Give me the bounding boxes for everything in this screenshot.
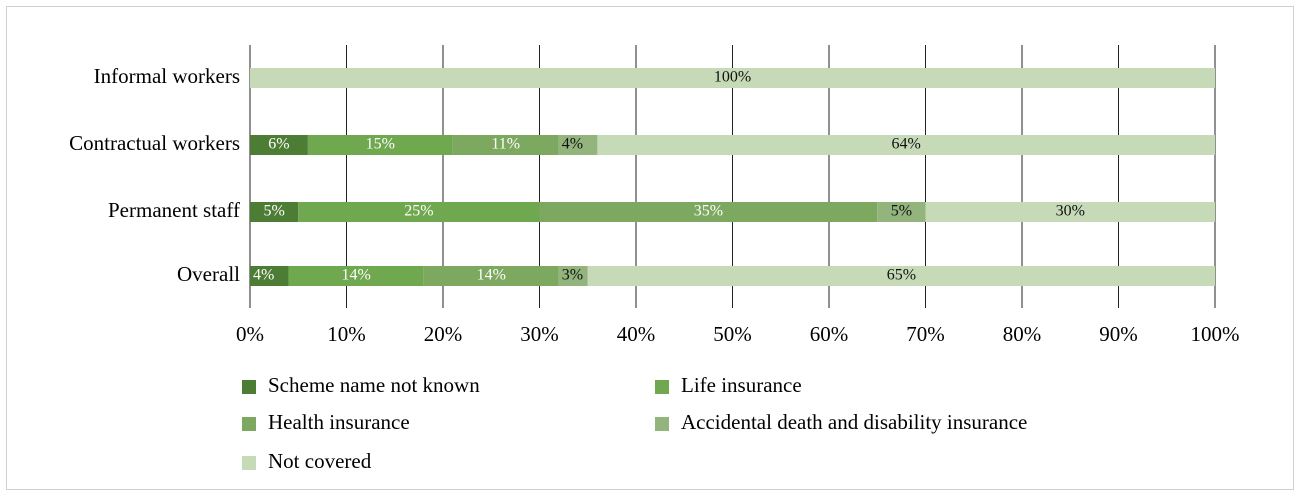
- x-tick-label: 10%: [327, 322, 366, 346]
- legend-swatch: [655, 417, 669, 431]
- value-label: 14%: [477, 267, 506, 284]
- x-tick-label: 60%: [810, 322, 849, 346]
- bar-segment: [558, 135, 598, 155]
- x-tick-label: 20%: [424, 322, 463, 346]
- value-label: 5%: [263, 203, 284, 220]
- x-tick-label: 100%: [1191, 322, 1240, 346]
- legend-label: Life insurance: [681, 373, 802, 397]
- bar-segment: [587, 266, 1215, 286]
- legend-label: Not covered: [268, 449, 372, 473]
- value-label: 100%: [714, 69, 751, 86]
- bar-segment: [250, 68, 1215, 88]
- bar-segment: [250, 135, 308, 155]
- value-label: 14%: [341, 267, 370, 284]
- legend-label: Health insurance: [268, 410, 410, 434]
- bar-segment: [925, 202, 1215, 222]
- bar-segment: [877, 202, 926, 222]
- value-label: 6%: [268, 136, 289, 153]
- y-tick-label: Contractual workers: [69, 131, 240, 155]
- y-tick-label: Permanent staff: [108, 198, 240, 222]
- x-tick-label: 40%: [617, 322, 656, 346]
- bar-segment: [250, 266, 289, 286]
- bar-segment: [423, 266, 559, 286]
- bar-segment: [597, 135, 1215, 155]
- value-label: 4%: [253, 267, 274, 284]
- value-label: 11%: [491, 136, 520, 153]
- x-tick-label: 30%: [520, 322, 559, 346]
- value-label: 15%: [366, 136, 395, 153]
- x-tick-label: 80%: [1003, 322, 1042, 346]
- legend-label: Scheme name not known: [268, 373, 480, 397]
- value-label: 3%: [562, 267, 583, 284]
- legend-swatch: [242, 380, 256, 394]
- bar-segment: [558, 266, 588, 286]
- bar-segment: [452, 135, 559, 155]
- bar-segment: [307, 135, 453, 155]
- y-tick-label: Overall: [177, 262, 240, 286]
- legend-swatch: [655, 380, 669, 394]
- bar-segment: [539, 202, 878, 222]
- bar-segment: [298, 202, 540, 222]
- y-tick-label: Informal workers: [94, 64, 240, 88]
- bar-segment: [250, 202, 299, 222]
- x-tick-label: 90%: [1099, 322, 1138, 346]
- legend-swatch: [242, 456, 256, 470]
- value-label: 25%: [404, 203, 433, 220]
- value-label: 64%: [892, 136, 921, 153]
- value-label: 5%: [891, 203, 912, 220]
- x-tick-label: 0%: [236, 322, 264, 346]
- x-tick-label: 70%: [906, 322, 945, 346]
- bar-segment: [288, 266, 424, 286]
- value-label: 65%: [887, 267, 916, 284]
- x-tick-label: 50%: [713, 322, 752, 346]
- legend-swatch: [242, 417, 256, 431]
- legend-label: Accidental death and disability insuranc…: [681, 410, 1027, 434]
- value-label: 4%: [562, 136, 583, 153]
- value-label: 30%: [1056, 203, 1085, 220]
- value-label: 35%: [694, 203, 723, 220]
